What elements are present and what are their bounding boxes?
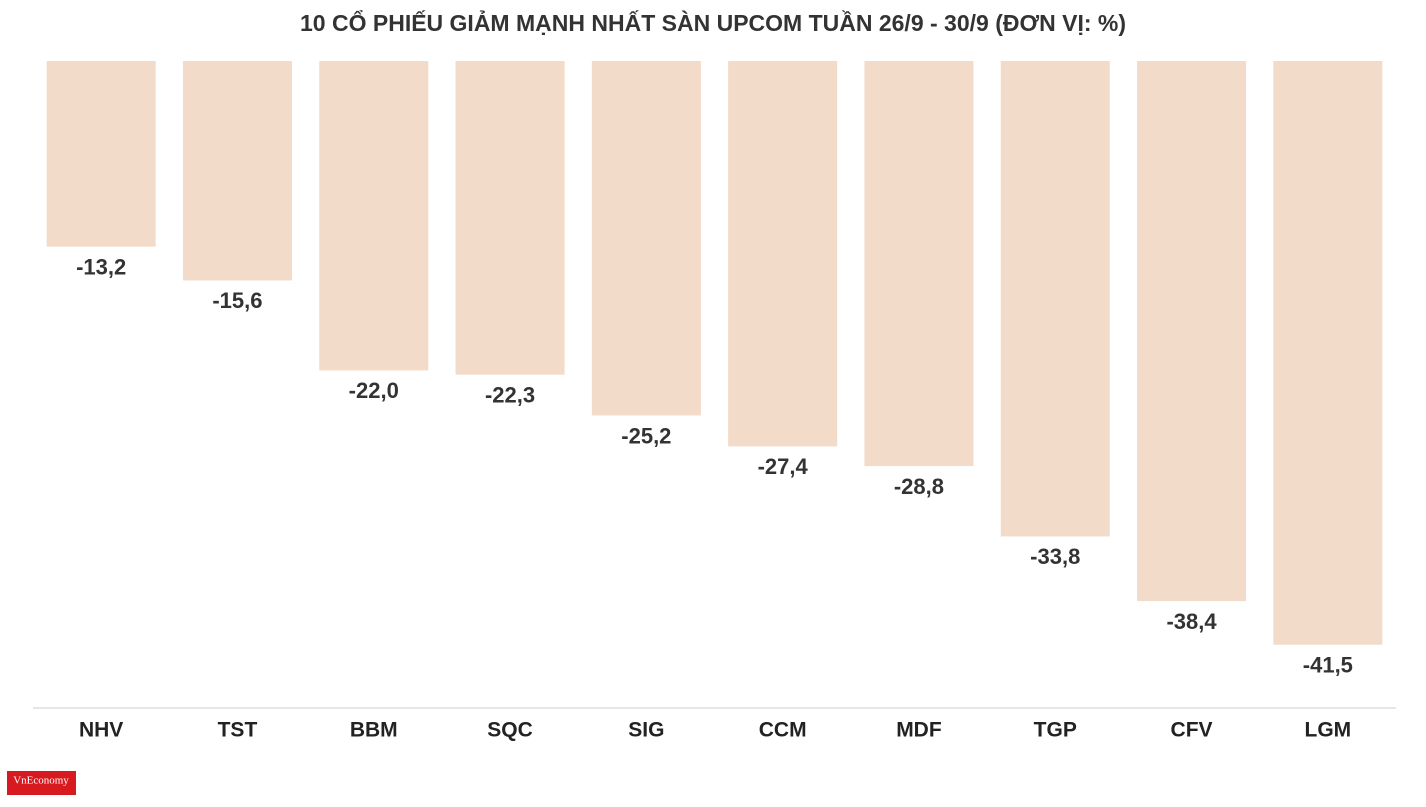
value-label: -33,8	[1030, 544, 1080, 569]
x-tick-label: SIG	[628, 719, 664, 742]
value-label: -41,5	[1303, 653, 1353, 678]
bar	[1137, 61, 1247, 602]
bar	[1000, 61, 1110, 537]
bar	[1273, 61, 1383, 645]
value-label: -25,2	[621, 423, 671, 448]
chart-title: 10 CỔ PHIẾU GIẢM MẠNH NHẤT SÀN UPCOM TUẦ…	[300, 8, 1126, 36]
x-tick-label: LGM	[1305, 719, 1352, 742]
bar	[864, 61, 974, 467]
value-label: -38,4	[1166, 609, 1217, 634]
x-tick-label: SQC	[487, 719, 533, 742]
value-label: -28,8	[894, 474, 944, 499]
x-tick-label: TST	[218, 719, 258, 742]
bar	[319, 61, 429, 371]
logo: VnEconomy	[13, 775, 69, 787]
bar	[728, 61, 838, 447]
bar	[46, 61, 156, 247]
logo-box	[7, 771, 76, 795]
value-label: -15,6	[212, 288, 262, 313]
bar	[591, 61, 701, 416]
x-tick-label: CFV	[1171, 719, 1213, 742]
value-label: -22,0	[349, 378, 399, 403]
x-tick-label: TGP	[1034, 719, 1077, 742]
bar	[182, 61, 292, 281]
bar	[455, 61, 565, 375]
value-label: -27,4	[758, 454, 809, 479]
value-label: -13,2	[76, 254, 126, 279]
x-tick-label: NHV	[79, 719, 123, 742]
x-tick-label: BBM	[350, 719, 398, 742]
x-tick-label: CCM	[759, 719, 807, 742]
x-tick-label: MDF	[896, 719, 942, 742]
value-label: -22,3	[485, 382, 535, 407]
